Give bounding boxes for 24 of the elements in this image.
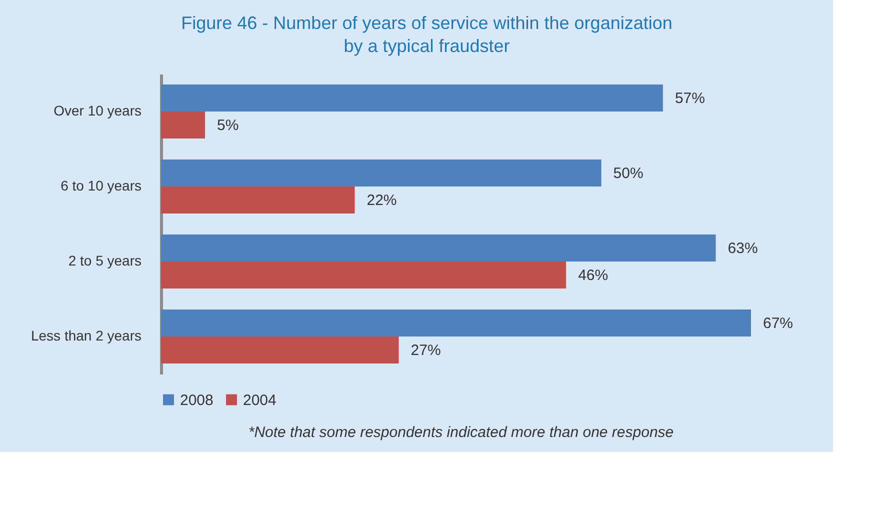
data-label: 27% bbox=[410, 342, 441, 359]
chart-title: Figure 46 - Number of years of service within the organization by a typical fraudster bbox=[181, 13, 672, 56]
legend-label: 2008 bbox=[180, 392, 214, 409]
y-tick-label: 6 to 10 years bbox=[60, 178, 142, 194]
data-label: 50% bbox=[613, 165, 644, 182]
legend-label: 2004 bbox=[243, 392, 276, 409]
bar bbox=[161, 160, 602, 186]
data-label: 46% bbox=[578, 267, 608, 284]
text: *Note that some respondents indicated more than one response bbox=[248, 424, 674, 441]
bar bbox=[161, 186, 355, 214]
bar bbox=[161, 112, 206, 138]
bar bbox=[161, 84, 663, 112]
y-tick-label: Less than 2 years bbox=[30, 328, 142, 344]
data-label: 57% bbox=[674, 90, 705, 107]
data-label: 5% bbox=[217, 117, 239, 134]
data-label: 63% bbox=[728, 240, 758, 257]
bar bbox=[161, 310, 751, 336]
y-tick-label: 2 to 5 years bbox=[68, 252, 142, 268]
bar bbox=[161, 336, 399, 364]
y-tick-label: Over 10 years bbox=[54, 102, 142, 118]
data-label: 22% bbox=[366, 192, 397, 209]
bar bbox=[161, 234, 716, 262]
bar bbox=[161, 262, 566, 288]
data-label: 67% bbox=[763, 315, 794, 332]
